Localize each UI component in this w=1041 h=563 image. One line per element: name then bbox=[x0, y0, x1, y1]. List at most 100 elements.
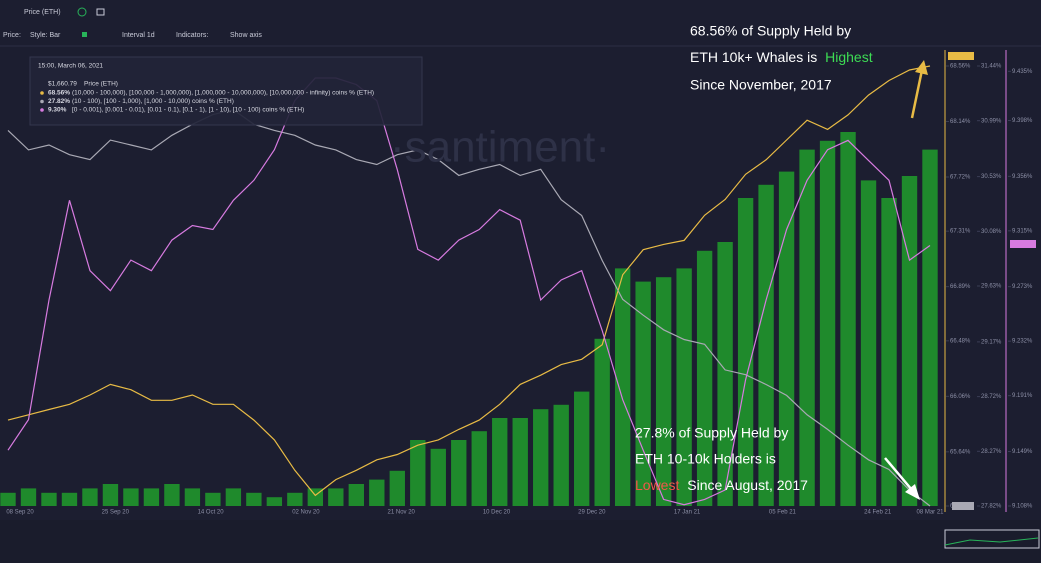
x-tick-label: 10 Dec 20 bbox=[483, 510, 511, 516]
tooltip-price-name: Price (ETH) bbox=[84, 81, 118, 88]
annotation: Lowest Since August, 2017 bbox=[635, 477, 808, 493]
y-tick-label: 9.191% bbox=[1012, 393, 1033, 399]
y-tick-label: 67.72% bbox=[950, 175, 971, 181]
style-button[interactable]: Style: Bar bbox=[30, 32, 61, 39]
bar bbox=[635, 281, 651, 506]
y-tick-label: 29.17% bbox=[981, 339, 1002, 345]
annotation-text: ETH 10k+ Whales is bbox=[690, 49, 821, 65]
y-tick-label: 9.273% bbox=[1012, 284, 1033, 290]
line bbox=[7, 77, 931, 506]
x-tick-label: 08 Mar 21 bbox=[916, 510, 944, 516]
annotation: 27.8% of Supply Held by bbox=[635, 425, 788, 441]
x-tick-label: 21 Nov 20 bbox=[388, 510, 416, 516]
annotation: Since November, 2017 bbox=[690, 77, 832, 93]
bar bbox=[778, 171, 795, 506]
interval-button[interactable]: Interval 1d bbox=[122, 32, 155, 39]
y-tick-label: 28.72% bbox=[981, 394, 1002, 400]
tooltip-date: 15:00, March 06, 2021 bbox=[38, 63, 103, 70]
y-tick-label: 27.82% bbox=[981, 504, 1002, 510]
x-tick-label: 05 Feb 21 bbox=[769, 510, 797, 516]
y-tick-label: 30.08% bbox=[981, 229, 1002, 235]
y-tick-label: 9.108% bbox=[1012, 504, 1033, 510]
bar bbox=[799, 149, 815, 506]
bar bbox=[492, 418, 508, 506]
show-axis-button[interactable]: Show axis bbox=[230, 32, 262, 39]
value-marker bbox=[948, 52, 974, 60]
settings-icon[interactable] bbox=[77, 7, 87, 17]
bar bbox=[225, 488, 242, 506]
bar bbox=[430, 448, 446, 506]
tooltip-value: 68.56% bbox=[48, 90, 70, 97]
color-swatch[interactable] bbox=[82, 32, 87, 37]
bar bbox=[123, 488, 139, 506]
y-tick-label: 9.356% bbox=[1012, 174, 1033, 180]
x-tick-label: 24 Feb 21 bbox=[864, 510, 892, 516]
bar bbox=[922, 149, 938, 506]
arrow-head bbox=[905, 484, 920, 500]
bar bbox=[20, 488, 37, 506]
y-tick-label: 9.398% bbox=[1012, 118, 1033, 124]
bar bbox=[614, 268, 631, 506]
bar bbox=[471, 431, 487, 506]
x-tick-label: 25 Sep 20 bbox=[102, 510, 130, 516]
bar bbox=[594, 338, 610, 506]
bar bbox=[574, 391, 590, 506]
value-marker bbox=[952, 502, 974, 510]
lock-icon[interactable] bbox=[96, 8, 105, 16]
bar bbox=[737, 198, 754, 506]
bar bbox=[348, 484, 364, 506]
tab-label[interactable]: Price (ETH) bbox=[24, 9, 61, 16]
navigator[interactable] bbox=[0, 520, 1041, 563]
annotation: 68.56% of Supply Held by bbox=[690, 23, 851, 39]
bar bbox=[41, 492, 57, 506]
bar bbox=[82, 488, 98, 506]
bar bbox=[655, 277, 672, 506]
annotation-highlight: Lowest bbox=[635, 477, 679, 493]
y-tick-label: 30.53% bbox=[981, 174, 1002, 180]
bar bbox=[676, 268, 692, 506]
y-tick-label: 29.63% bbox=[981, 284, 1002, 290]
bar bbox=[61, 492, 78, 506]
x-tick-label: 29 Dec 20 bbox=[578, 510, 606, 516]
y-tick-label: 30.99% bbox=[981, 118, 1002, 124]
bar bbox=[717, 242, 733, 506]
y-tick-label: 28.27% bbox=[981, 449, 1002, 455]
bar bbox=[860, 180, 877, 506]
legend-entry: [0 - 0.001), [0.001 - 0.01), [0.01 - 0.1… bbox=[72, 107, 304, 114]
bar bbox=[840, 132, 856, 506]
legend-dot bbox=[40, 108, 44, 112]
x-tick-label: 14 Oct 20 bbox=[198, 510, 225, 516]
bar bbox=[451, 440, 467, 506]
bar bbox=[819, 140, 836, 507]
y-tick-label: 66.89% bbox=[950, 284, 971, 290]
y-tick-label: 31.44% bbox=[981, 64, 1002, 70]
watermark: ·santiment· bbox=[390, 123, 610, 172]
y-tick-label: 9.315% bbox=[1012, 228, 1033, 234]
bar bbox=[102, 484, 119, 506]
x-tick-label: 08 Sep 20 bbox=[6, 510, 34, 516]
x-tick-label: 02 Nov 20 bbox=[292, 510, 320, 516]
y-tick-label: 66.06% bbox=[950, 394, 971, 400]
annotation-highlight: Highest bbox=[825, 49, 873, 65]
indicators-button[interactable]: Indicators: bbox=[176, 32, 208, 39]
bar bbox=[696, 250, 713, 506]
arrow bbox=[910, 69, 924, 119]
tooltip bbox=[29, 56, 423, 126]
y-tick-label: 9.435% bbox=[1012, 69, 1033, 75]
bar bbox=[287, 492, 303, 506]
legend-dot bbox=[40, 91, 44, 95]
tooltip-value: 27.82% bbox=[48, 98, 70, 105]
y-tick-label: 9.232% bbox=[1012, 339, 1033, 345]
y-tick-label: 65.64% bbox=[950, 449, 971, 455]
annotation: ETH 10k+ Whales is Highest bbox=[690, 49, 873, 65]
x-tick-label: 17 Jan 21 bbox=[674, 510, 701, 516]
bar bbox=[266, 497, 283, 506]
y-tick-label: 67.31% bbox=[950, 229, 971, 235]
bar bbox=[328, 488, 344, 506]
plot bbox=[0, 65, 938, 507]
price-label: Price: bbox=[3, 32, 21, 39]
navigator-window[interactable] bbox=[944, 529, 1040, 549]
y-tick-label: 9.149% bbox=[1012, 449, 1033, 455]
line bbox=[7, 65, 931, 497]
